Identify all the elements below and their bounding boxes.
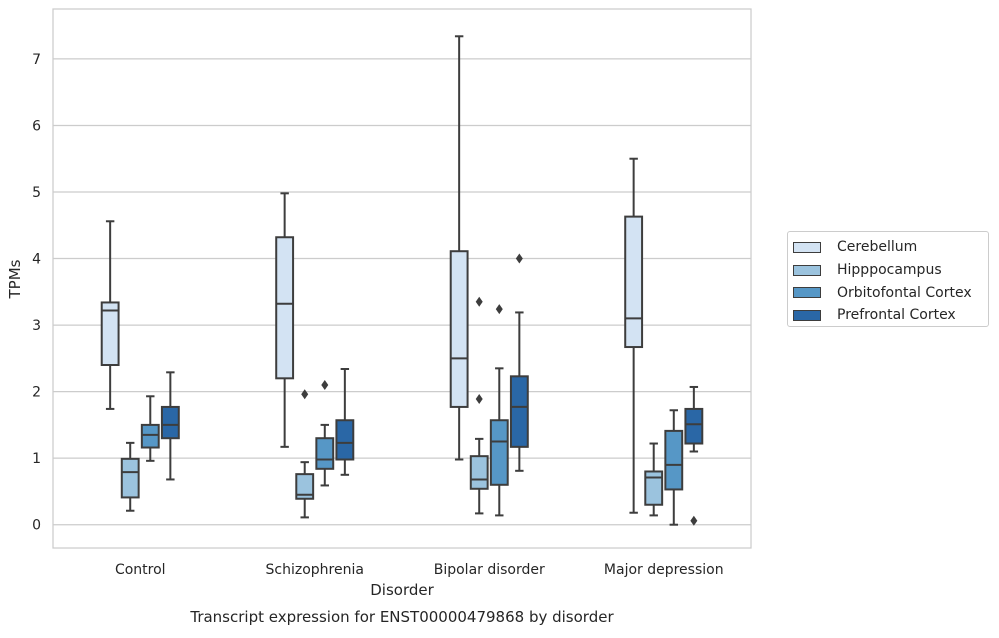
legend: Cerebellum Hipppocampus Orbitofontal Corte… (787, 231, 989, 327)
box-plot (624, 157, 644, 514)
box-iqr (624, 215, 644, 349)
y-tick-label: 6 (32, 118, 41, 134)
y-axis-label: TPMs (6, 259, 24, 299)
y-tick-labels: 0 1 2 3 4 5 6 7 (32, 52, 41, 534)
outlier-point (475, 296, 483, 307)
box-plot (295, 389, 315, 519)
box-iqr (684, 407, 704, 445)
box-plot (664, 409, 684, 526)
x-tick-labels: Control Schizophrenia Bipolar disorder Majo… (115, 562, 724, 578)
box-iqr (120, 457, 140, 499)
legend-label: Prefrontal Cortex (837, 307, 956, 324)
box-iqr (469, 455, 489, 490)
legend-item: Cerebellum (793, 236, 988, 259)
box-plot (509, 253, 529, 472)
y-tick-label: 4 (32, 252, 41, 268)
box-iqr (160, 405, 180, 440)
legend-label: Orbitofontal Cortex (837, 284, 972, 301)
box-plot (449, 35, 469, 461)
outlier-point (495, 304, 503, 315)
box-plot (140, 395, 160, 462)
chart-title: Transcript expression for ENST0000047986… (189, 608, 614, 626)
box-iqr (449, 250, 469, 408)
box-plot (120, 441, 140, 512)
box-plot (275, 192, 295, 448)
plot-frame (52, 8, 752, 549)
box-plot (160, 371, 180, 481)
box-plot (100, 220, 120, 410)
box-plot (489, 304, 509, 517)
box-iqr (295, 473, 315, 500)
y-tick-label: 3 (32, 318, 41, 334)
x-axis-label: Disorder (370, 581, 434, 599)
legend-item: Prefrontal Cortex (793, 304, 988, 327)
box-iqr (100, 301, 120, 367)
x-tick-label: Bipolar disorder (434, 562, 545, 578)
y-tick-label: 1 (32, 451, 41, 467)
legend-item: Hipppocampus (793, 259, 988, 282)
box-plot (684, 385, 704, 526)
legend-item: Orbitofontal Cortex (793, 281, 988, 304)
outlier-point (321, 379, 329, 390)
y-tick-label: 0 (32, 518, 41, 534)
box-iqr (489, 419, 509, 486)
box-iqr (644, 470, 664, 506)
x-tick-label: Major depression (604, 562, 724, 578)
box-iqr (275, 236, 295, 380)
box-iqr (509, 375, 529, 448)
legend-label: Hipppocampus (837, 262, 942, 279)
outlier-point (515, 253, 523, 264)
y-tick-label: 5 (32, 185, 41, 201)
legend-swatch (793, 264, 821, 276)
box-plot (335, 367, 355, 476)
box-plot (469, 296, 489, 515)
box-iqr (315, 437, 335, 470)
box-plot (644, 442, 664, 517)
box-iqr (140, 423, 160, 449)
box-iqr (664, 429, 684, 491)
gridlines (53, 58, 751, 526)
legend-swatch (793, 287, 821, 299)
box-plot (315, 379, 335, 487)
outlier-point (301, 389, 309, 400)
legend-swatch (793, 309, 821, 321)
y-tick-label: 2 (32, 385, 41, 401)
box-iqr (335, 419, 355, 461)
outlier-point (690, 515, 698, 526)
x-tick-label: Control (115, 562, 166, 578)
legend-label: Cerebellum (837, 239, 918, 256)
legend-swatch (793, 241, 821, 253)
outlier-point (475, 393, 483, 404)
y-tick-label: 7 (32, 52, 41, 68)
x-tick-label: Schizophrenia (266, 562, 364, 578)
box-plots (100, 35, 704, 526)
